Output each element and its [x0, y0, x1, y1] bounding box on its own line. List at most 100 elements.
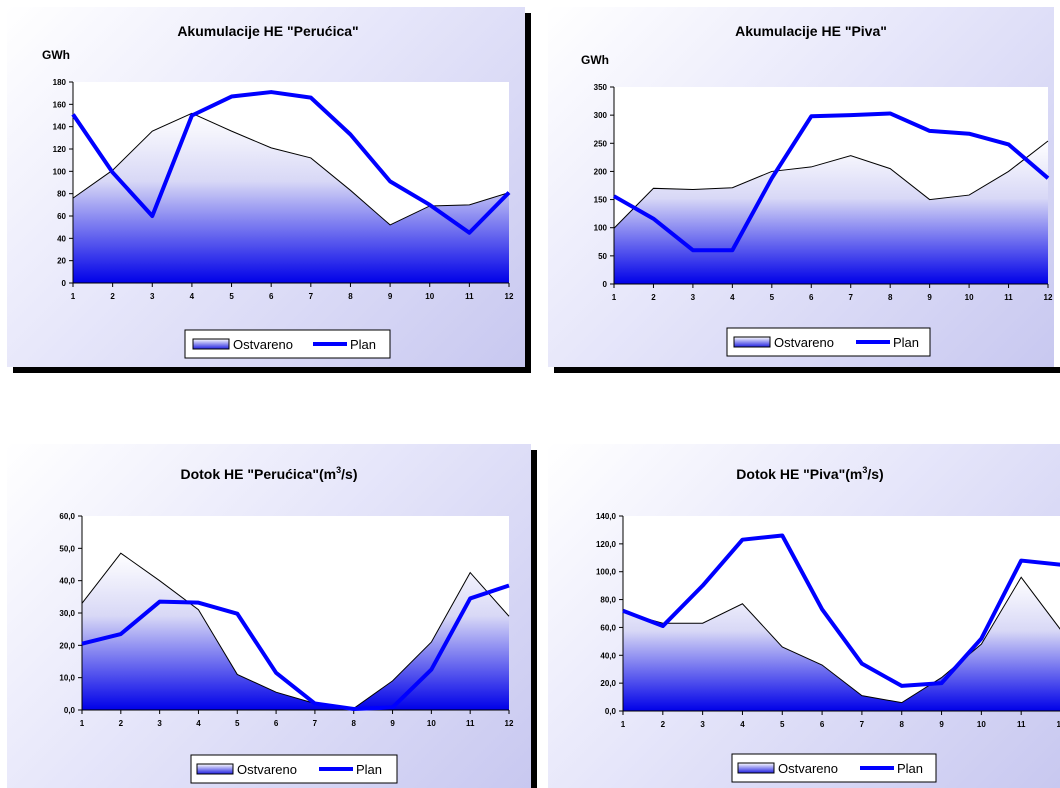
legend-label-ostvareno: Ostvareno	[237, 762, 297, 777]
x-tick-label: 10	[965, 293, 974, 302]
y-tick-label: 0	[62, 279, 67, 288]
y-tick-label: 100	[53, 167, 67, 176]
x-tick-label: 3	[691, 293, 696, 302]
y-tick-label: 50,0	[59, 544, 75, 553]
x-tick-label: 4	[196, 719, 201, 728]
legend: Ostvareno Plan	[184, 329, 391, 359]
chart-svg: Dotok HE "Perućica"(m3/s) 0,0 10,0 20,0 30,…	[59, 465, 514, 784]
x-tick-label: 8	[900, 720, 905, 729]
y-tick-label: 350	[594, 83, 608, 92]
series-line-plan	[71, 90, 511, 235]
legend-label-ostvareno: Ostvareno	[778, 761, 838, 776]
x-tick-label: 7	[309, 292, 314, 301]
y-tick-label: 200	[594, 167, 608, 176]
x-tick-label: 4	[730, 293, 735, 302]
x-tick-label: 11	[465, 292, 474, 301]
x-tick-label: 5	[780, 720, 785, 729]
x-tick-label: 10	[977, 720, 986, 729]
y-tick-label: 80,0	[600, 596, 616, 605]
x-tick-label: 12	[1044, 293, 1053, 302]
x-tick-label: 12	[505, 292, 514, 301]
legend-label-plan: Plan	[893, 335, 919, 350]
y-tick-label: 40,0	[600, 651, 616, 660]
legend-label-ostvareno: Ostvareno	[774, 335, 834, 350]
y-tick-label: 100,0	[596, 568, 617, 577]
y-tick-label: 60	[57, 212, 66, 221]
y-unit-label: GWh	[581, 53, 609, 67]
x-tick-label: 11	[466, 719, 475, 728]
legend: Ostvareno Plan	[731, 753, 937, 783]
y-tick-label: 0,0	[605, 707, 617, 716]
x-tick-label: 6	[269, 292, 274, 301]
y-tick-label: 120	[53, 145, 67, 154]
x-tick-label: 3	[157, 719, 162, 728]
x-tick-label: 9	[927, 293, 932, 302]
y-tick-label: 250	[594, 139, 608, 148]
y-tick-label: 140,0	[596, 512, 617, 521]
y-tick-label: 20	[57, 257, 66, 266]
chart-title: Akumulacije HE "Perućica"	[177, 23, 358, 39]
y-tick-label: 10,0	[59, 674, 75, 683]
chart-panel-dotok-perucica: Dotok HE "Perućica"(m3/s) 0,0 10,0 20,0 30,…	[7, 444, 537, 788]
chart-panel-dotok-piva: Dotok HE "Piva"(m3/s) 0,0 20,0 40,0 60,0 80,…	[548, 444, 1060, 788]
series-outline-ostvareno	[72, 112, 510, 226]
y-tick-label: 40	[57, 234, 66, 243]
x-tick-label: 1	[612, 293, 617, 302]
x-tick-label: 7	[860, 720, 865, 729]
x-tick-label: 2	[119, 719, 124, 728]
x-tick-label: 2	[110, 292, 115, 301]
y-tick-label: 20,0	[600, 679, 616, 688]
x-tick-label: 6	[274, 719, 279, 728]
x-tick-label: 12	[1057, 720, 1060, 729]
series-outline-ostvareno	[81, 552, 510, 709]
series-outline-ostvareno	[622, 576, 1060, 704]
x-tick-label: 11	[1017, 720, 1026, 729]
y-tick-label: 60,0	[59, 512, 75, 521]
panel-shadow	[531, 450, 537, 788]
x-tick-label: 2	[651, 293, 656, 302]
y-tick-label: 160	[53, 100, 67, 109]
chart-title: Dotok HE "Piva"(m3/s)	[736, 465, 883, 482]
legend-label-ostvareno: Ostvareno	[233, 337, 293, 352]
panel-shadow	[554, 367, 1060, 373]
x-tick-label: 6	[809, 293, 814, 302]
legend-label-plan: Plan	[897, 761, 923, 776]
x-tick-label: 3	[150, 292, 155, 301]
x-tick-label: 8	[352, 719, 357, 728]
legend-swatch-ostvareno	[737, 762, 775, 774]
y-tick-label: 0	[603, 280, 608, 289]
x-tick-label: 1	[621, 720, 626, 729]
series-line-plan	[81, 583, 510, 712]
x-tick-label: 1	[71, 292, 76, 301]
y-tick-label: 80	[57, 190, 66, 199]
x-tick-label: 5	[770, 293, 775, 302]
legend-swatch-ostvareno	[196, 763, 234, 775]
x-tick-label: 5	[229, 292, 234, 301]
chart-title: Dotok HE "Perućica"(m3/s)	[180, 465, 357, 482]
x-tick-label: 7	[849, 293, 854, 302]
series-area-ostvareno	[82, 553, 509, 710]
y-tick-label: 180	[53, 78, 67, 87]
chart-title: Akumulacije HE "Piva"	[735, 23, 887, 39]
panel-shadow	[13, 367, 531, 373]
x-tick-label: 10	[427, 719, 436, 728]
y-tick-label: 300	[594, 111, 608, 120]
x-tick-label: 9	[388, 292, 393, 301]
legend-label-plan: Plan	[356, 762, 382, 777]
y-tick-label: 120,0	[596, 540, 617, 549]
x-tick-label: 10	[425, 292, 434, 301]
x-tick-label: 4	[740, 720, 745, 729]
series-area-ostvareno	[623, 577, 1060, 711]
x-tick-label: 1	[80, 719, 85, 728]
legend-label-plan: Plan	[350, 337, 376, 352]
x-tick-label: 8	[888, 293, 893, 302]
x-tick-label: 4	[190, 292, 195, 301]
x-tick-label: 9	[939, 720, 944, 729]
x-tick-label: 5	[235, 719, 240, 728]
series-outline-ostvareno	[613, 140, 1049, 229]
panel-shadow	[525, 13, 531, 373]
y-unit-label: GWh	[42, 48, 70, 62]
chart-panel-akumulacije-perucica: Akumulacije HE "Perućica" GWh 0 20 40 60 80 1…	[7, 7, 531, 373]
